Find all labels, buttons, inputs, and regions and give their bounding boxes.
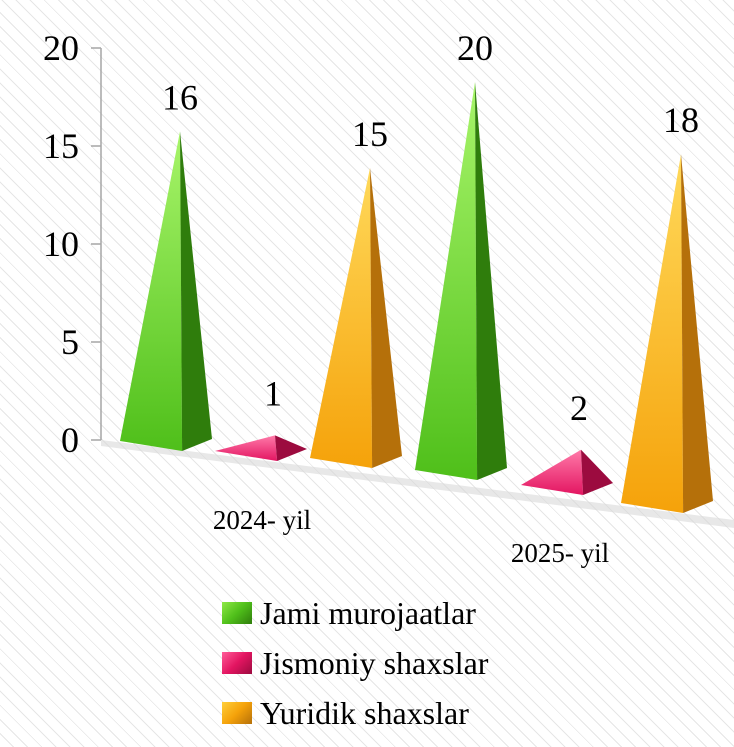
label-layer: 16 1 15 20 2 18 2024- yil 2025- yil <box>162 28 699 568</box>
y-tick-label: 5 <box>61 322 79 362</box>
legend-label: Jismoniy shaxslar <box>260 644 489 681</box>
data-label: 18 <box>663 100 699 140</box>
floor-plane <box>101 440 734 528</box>
pyramid-face-side <box>475 82 507 480</box>
legend-swatch <box>222 652 252 674</box>
pyramid-layer <box>120 82 713 513</box>
pyramid-2-1 <box>621 154 713 513</box>
category-label: 2025- yil <box>511 538 609 568</box>
y-tick-label: 15 <box>43 126 79 166</box>
pyramid-1-1 <box>521 449 613 495</box>
pyramid-face-side <box>370 168 402 468</box>
legend-item: Jismoniy shaxslar <box>222 638 488 688</box>
y-tick-label: 20 <box>43 28 79 68</box>
pyramid-1-0 <box>215 435 307 461</box>
pyramid-face-side <box>581 449 613 495</box>
pyramid-face-side <box>180 131 212 451</box>
pyramid-face-front <box>120 131 183 451</box>
data-label: 20 <box>457 28 493 68</box>
data-label: 15 <box>352 114 388 154</box>
pyramid-face-front <box>415 82 478 480</box>
pyramid-face-front <box>621 154 684 513</box>
y-tick-label: 10 <box>43 224 79 264</box>
data-label: 1 <box>264 373 282 413</box>
legend-item: Yuridik shaxslar <box>222 688 488 738</box>
pyramid-0-0 <box>120 131 212 451</box>
pyramid-face-front <box>310 168 373 468</box>
axis-layer: 0 5 10 15 20 <box>43 28 734 528</box>
pyramid-face-side <box>275 435 307 461</box>
legend: Jami murojaatlar Jismoniy shaxslar Yurid… <box>222 588 488 738</box>
legend-label: Yuridik shaxslar <box>260 694 469 731</box>
pyramid-2-0 <box>310 168 402 468</box>
legend-item: Jami murojaatlar <box>222 588 488 638</box>
data-label: 2 <box>570 388 588 428</box>
legend-swatch <box>222 602 252 624</box>
y-tick-label: 0 <box>61 420 79 460</box>
pyramid-face-front <box>215 435 278 461</box>
pyramid-chart: 0 5 10 15 20 16 1 15 20 2 18 2024- yil 2025- yil <box>43 28 734 568</box>
pyramid-face-front <box>521 449 584 495</box>
legend-swatch <box>222 702 252 724</box>
category-label: 2024- yil <box>213 505 311 535</box>
data-label: 16 <box>162 77 198 117</box>
pyramid-0-1 <box>415 82 507 480</box>
pyramid-face-side <box>681 154 713 513</box>
legend-label: Jami murojaatlar <box>260 594 476 631</box>
